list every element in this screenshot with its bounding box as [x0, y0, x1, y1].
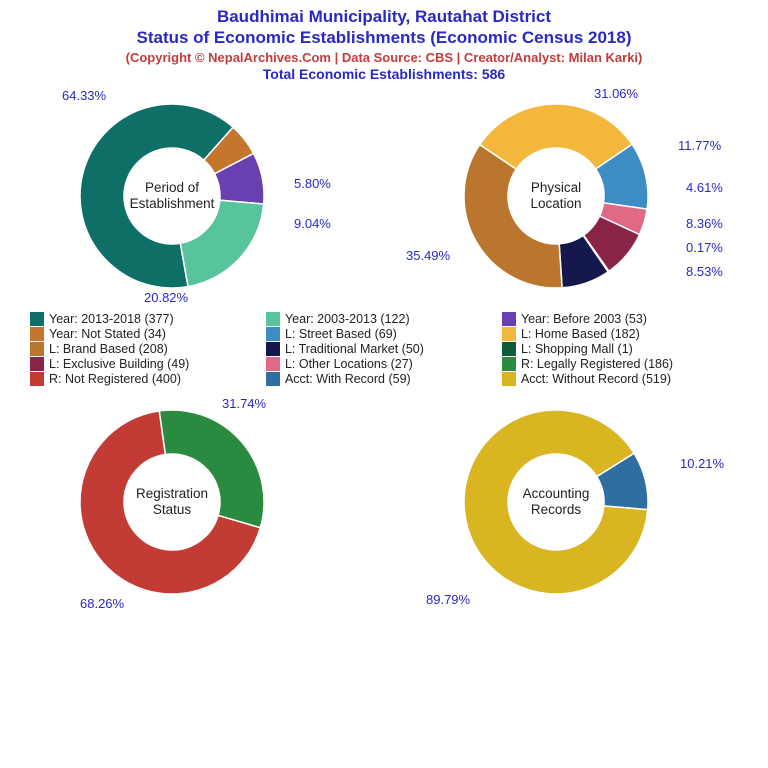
legend-swatch: [502, 312, 516, 326]
legend-swatch: [30, 342, 44, 356]
legend-item: L: Shopping Mall (1): [502, 342, 738, 356]
legend-item: R: Legally Registered (186): [502, 357, 738, 371]
legend-swatch: [502, 357, 516, 371]
legend-swatch: [30, 372, 44, 386]
legend-text: Acct: Without Record (519): [521, 372, 671, 386]
legend-text: L: Exclusive Building (49): [49, 357, 189, 371]
legend-text: L: Home Based (182): [521, 327, 640, 341]
slice-pct-label: 5.80%: [294, 176, 331, 191]
slice-pct-label: 8.53%: [686, 264, 723, 279]
legend-text: L: Brand Based (208): [49, 342, 168, 356]
legend-item: Year: 2013-2018 (377): [30, 312, 266, 326]
slice-pct-label: 31.06%: [594, 86, 638, 101]
legend-swatch: [266, 342, 280, 356]
slice-pct-label: 89.79%: [426, 592, 470, 607]
legend: Year: 2013-2018 (377) Year: 2003-2013 (12…: [0, 306, 768, 388]
slice-pct-label: 11.77%: [678, 138, 721, 153]
chart-center-label: AccountingRecords: [511, 485, 601, 517]
legend-swatch: [266, 372, 280, 386]
chart-period: Period ofEstablishment 64.33% 5.80% 9.04% 20…: [32, 86, 352, 306]
legend-swatch: [266, 327, 280, 341]
legend-swatch: [502, 342, 516, 356]
legend-item: Year: 2003-2013 (122): [266, 312, 502, 326]
legend-text: Year: 2003-2013 (122): [285, 312, 410, 326]
slice-pct-label: 35.49%: [406, 248, 450, 263]
charts-row-1: Period ofEstablishment 64.33% 5.80% 9.04% 20…: [0, 86, 768, 306]
slice-pct-label: 0.17%: [686, 240, 723, 255]
legend-text: Year: 2013-2018 (377): [49, 312, 174, 326]
legend-text: R: Not Registered (400): [49, 372, 181, 386]
legend-swatch: [502, 372, 516, 386]
legend-text: Year: Not Stated (34): [49, 327, 166, 341]
slice-pct-label: 10.21%: [680, 456, 724, 471]
legend-text: L: Other Locations (27): [285, 357, 413, 371]
legend-text: L: Street Based (69): [285, 327, 397, 341]
donut-slice: [180, 200, 263, 286]
slice-pct-label: 4.61%: [686, 180, 723, 195]
slice-pct-label: 20.82%: [144, 290, 188, 305]
legend-item: L: Other Locations (27): [266, 357, 502, 371]
legend-item: L: Brand Based (208): [30, 342, 266, 356]
copyright-line: (Copyright © NepalArchives.Com | Data So…: [0, 50, 768, 65]
header: Baudhimai Municipality, Rautahat Distric…: [0, 0, 768, 84]
legend-item: R: Not Registered (400): [30, 372, 266, 386]
legend-item: L: Exclusive Building (49): [30, 357, 266, 371]
legend-swatch: [30, 327, 44, 341]
legend-text: L: Shopping Mall (1): [521, 342, 633, 356]
slice-pct-label: 68.26%: [80, 596, 124, 611]
chart-center-label: PhysicalLocation: [511, 179, 601, 211]
legend-text: R: Legally Registered (186): [521, 357, 673, 371]
legend-text: Year: Before 2003 (53): [521, 312, 647, 326]
chart-center-label: RegistrationStatus: [127, 485, 217, 517]
chart-location: PhysicalLocation 31.06% 11.77% 4.61% 8.36% 0.…: [416, 86, 736, 306]
legend-item: Acct: Without Record (519): [502, 372, 738, 386]
slice-pct-label: 31.74%: [222, 396, 266, 411]
slice-pct-label: 9.04%: [294, 216, 331, 231]
legend-swatch: [266, 357, 280, 371]
legend-item: L: Street Based (69): [266, 327, 502, 341]
slice-pct-label: 8.36%: [686, 216, 723, 231]
charts-row-2: RegistrationStatus 31.74% 68.26% Accountin…: [0, 392, 768, 612]
legend-text: L: Traditional Market (50): [285, 342, 424, 356]
legend-swatch: [502, 327, 516, 341]
total-line: Total Economic Establishments: 586: [0, 66, 768, 82]
legend-item: L: Home Based (182): [502, 327, 738, 341]
legend-item: Acct: With Record (59): [266, 372, 502, 386]
legend-item: Year: Not Stated (34): [30, 327, 266, 341]
legend-swatch: [30, 312, 44, 326]
legend-swatch: [30, 357, 44, 371]
title-line2: Status of Economic Establishments (Econo…: [0, 27, 768, 48]
title-line1: Baudhimai Municipality, Rautahat Distric…: [0, 6, 768, 27]
legend-item: L: Traditional Market (50): [266, 342, 502, 356]
legend-swatch: [266, 312, 280, 326]
chart-accounting: AccountingRecords 10.21% 89.79%: [416, 392, 736, 612]
chart-center-label: Period ofEstablishment: [127, 179, 217, 211]
chart-registration: RegistrationStatus 31.74% 68.26%: [32, 392, 352, 612]
legend-item: Year: Before 2003 (53): [502, 312, 738, 326]
legend-text: Acct: With Record (59): [285, 372, 411, 386]
slice-pct-label: 64.33%: [62, 88, 106, 103]
